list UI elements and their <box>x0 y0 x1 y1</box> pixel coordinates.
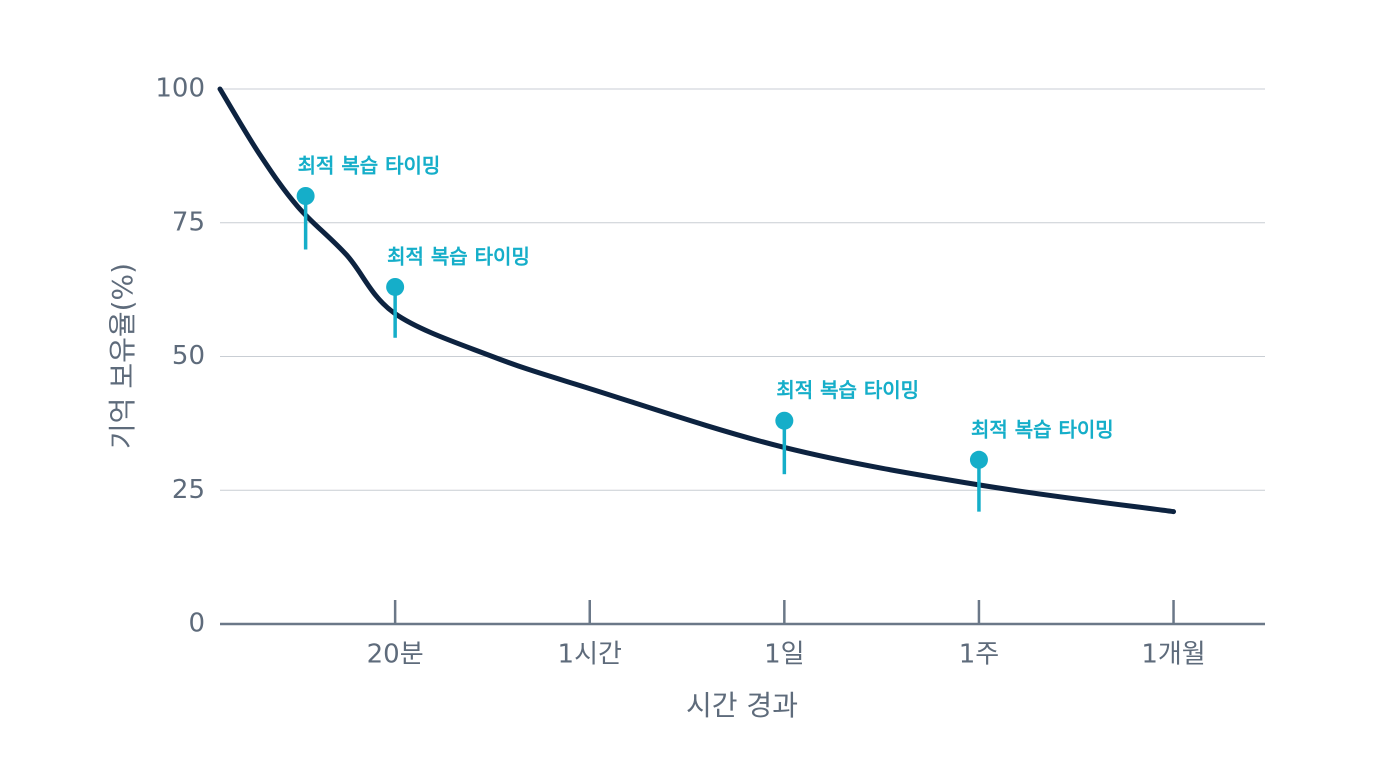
x-tick-label: 1시간 <box>558 640 622 670</box>
annotation-dot <box>969 450 988 469</box>
annotation-label: 최적 복습 타이밍 <box>776 378 919 402</box>
annotation-label: 최적 복습 타이밍 <box>971 417 1114 441</box>
x-tick-label: 1주 <box>959 640 999 670</box>
x-tick-label: 20분 <box>367 640 424 670</box>
curve <box>217 86 1177 515</box>
annotation-label: 최적 복습 타이밍 <box>298 154 441 178</box>
annotation-dot <box>386 277 405 296</box>
annotation-dot <box>775 411 794 430</box>
y-tick-label: 75 <box>172 207 205 237</box>
y-tick-label: 25 <box>172 475 205 505</box>
x-tick-label: 1개월 <box>1141 640 1205 670</box>
annotation-label: 최적 복습 타이밍 <box>387 244 530 268</box>
y-tick-label: 0 <box>188 609 205 639</box>
x-tick-label: 1일 <box>764 640 804 670</box>
y-tick-label: 100 <box>155 74 205 104</box>
annotation-dot <box>296 187 315 205</box>
y-axis-label: 기억 보유율(%) <box>106 263 139 449</box>
y-tick-label: 50 <box>172 341 205 371</box>
x-axis-label: 시간 경과 <box>686 689 798 722</box>
